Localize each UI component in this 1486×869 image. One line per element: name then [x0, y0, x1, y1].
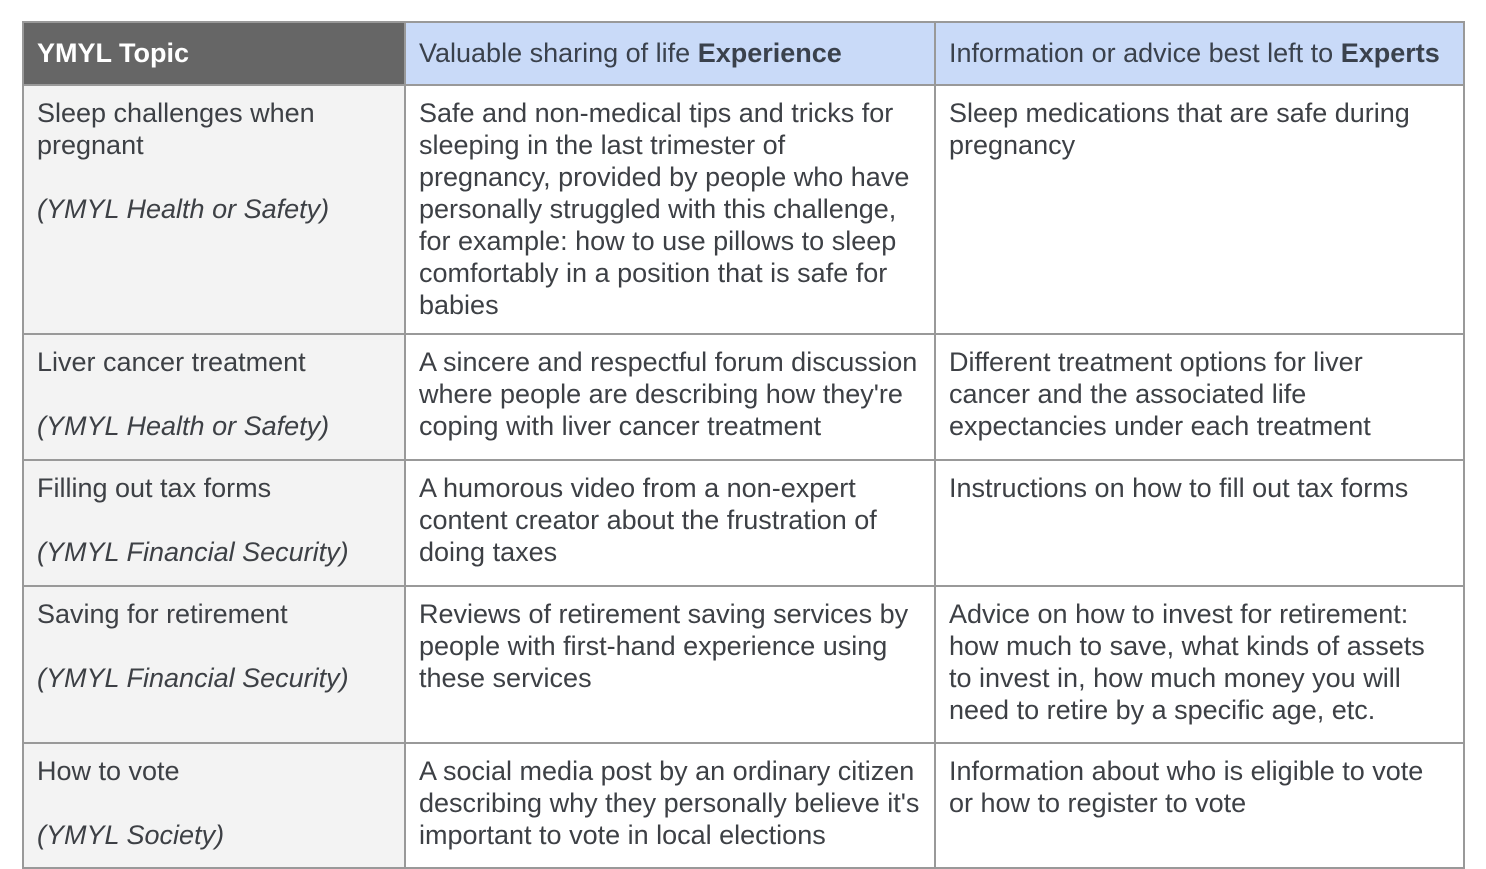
- experts-cell: Instructions on how to fill out tax form…: [934, 459, 1465, 587]
- topic-cell: Filling out tax forms (YMYL Financial Se…: [22, 459, 406, 587]
- topic-cell: Liver cancer treatment (YMYL Health or S…: [22, 333, 406, 461]
- experts-cell: Different treatment options for liver ca…: [934, 333, 1465, 461]
- table-body: Sleep challenges when pregnant (YMYL Hea…: [22, 84, 1465, 869]
- experience-cell: A sincere and respectful forum discussio…: [404, 333, 936, 461]
- topic-category: (YMYL Health or Safety): [37, 411, 330, 441]
- column-header-label: Valuable sharing of life: [419, 38, 698, 68]
- topic-title: How to vote: [37, 756, 180, 786]
- experts-cell: Sleep medications that are safe during p…: [934, 84, 1465, 335]
- column-header-label: Information or advice best left to: [949, 38, 1341, 68]
- experience-cell: Safe and non-medical tips and tricks for…: [404, 84, 936, 335]
- topic-cell: Sleep challenges when pregnant (YMYL Hea…: [22, 84, 406, 335]
- topic-title: Filling out tax forms: [37, 473, 272, 503]
- experience-cell: A social media post by an ordinary citiz…: [404, 742, 936, 869]
- column-header-label: YMYL Topic: [37, 38, 190, 68]
- table-header: YMYL Topic Valuable sharing of life Expe…: [22, 21, 1465, 86]
- table-row: Sleep challenges when pregnant (YMYL Hea…: [22, 84, 1465, 335]
- topic-title: Saving for retirement: [37, 599, 288, 629]
- topic-category: (YMYL Financial Security): [37, 537, 349, 567]
- experience-cell: Reviews of retirement saving services by…: [404, 585, 936, 744]
- column-header-ymyl-topic: YMYL Topic: [22, 21, 406, 86]
- experience-cell: A humorous video from a non-expert conte…: [404, 459, 936, 587]
- topic-title: Liver cancer treatment: [37, 347, 306, 377]
- column-header-label-bold: Experience: [697, 38, 842, 68]
- header-row: YMYL Topic Valuable sharing of life Expe…: [22, 21, 1465, 86]
- topic-cell: Saving for retirement (YMYL Financial Se…: [22, 585, 406, 744]
- column-header-experts: Information or advice best left to Exper…: [934, 21, 1465, 86]
- table-row: Filling out tax forms (YMYL Financial Se…: [22, 459, 1465, 587]
- topic-cell: How to vote (YMYL Society): [22, 742, 406, 869]
- table-row: Liver cancer treatment (YMYL Health or S…: [22, 333, 1465, 461]
- topic-category: (YMYL Health or Safety): [37, 194, 330, 224]
- table-row: How to vote (YMYL Society) A social medi…: [22, 742, 1465, 869]
- column-header-experience: Valuable sharing of life Experience: [404, 21, 936, 86]
- experts-cell: Information about who is eligible to vot…: [934, 742, 1465, 869]
- topic-title: Sleep challenges when pregnant: [37, 98, 315, 160]
- topic-category: (YMYL Financial Security): [37, 663, 349, 693]
- topic-category: (YMYL Society): [37, 820, 225, 850]
- ymyl-experience-vs-experts-table: YMYL Topic Valuable sharing of life Expe…: [22, 21, 1465, 869]
- table-row: Saving for retirement (YMYL Financial Se…: [22, 585, 1465, 744]
- column-header-label-bold: Experts: [1340, 38, 1440, 68]
- experts-cell: Advice on how to invest for retirement: …: [934, 585, 1465, 744]
